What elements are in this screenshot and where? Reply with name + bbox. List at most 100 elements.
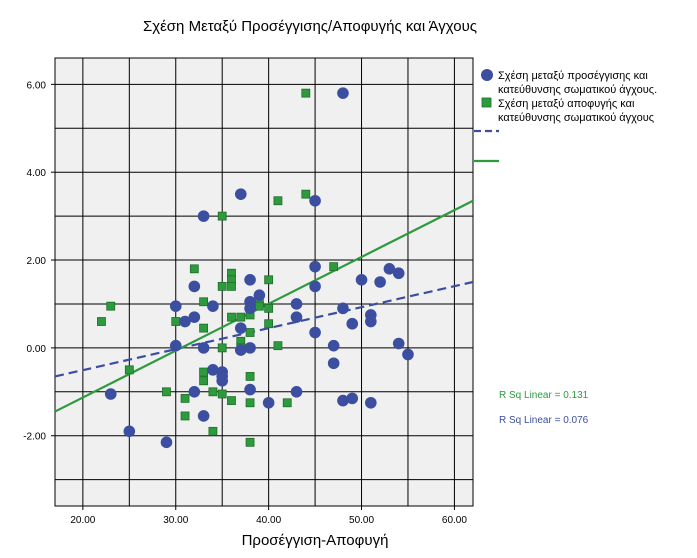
data-point-series-1 [309,194,321,207]
data-point-series-1 [392,337,405,350]
data-point-series-1 [327,357,340,370]
data-point-series-1 [104,388,117,400]
data-point-series-2 [245,372,255,381]
data-point-series-2 [217,211,227,221]
data-point-series-1 [365,315,377,328]
x-axis-label: Προσέγγιση-Αποφυγή [241,532,389,549]
data-point-series-1 [365,396,377,409]
data-point-series-2 [329,262,339,272]
data-point-series-2 [180,411,190,421]
data-point-series-1 [123,425,136,438]
data-point-series-1 [309,260,321,273]
data-point-series-2 [217,343,227,353]
x-tick-label: 40.00 [256,515,281,526]
data-point-series-1 [262,396,275,409]
data-point-series-1 [337,302,349,315]
y-tick-label: -2.00 [23,432,46,443]
data-point-series-1 [234,322,247,334]
data-point-series-2 [282,398,292,408]
data-point-series-2 [217,389,227,399]
data-point-series-2 [199,367,209,377]
plot-area [54,57,474,507]
data-point-series-2 [199,376,209,386]
data-point-series-1 [234,344,247,356]
data-point-series-2 [208,387,218,397]
data-point-series-2 [264,303,274,313]
data-point-series-1 [188,386,201,398]
x-tick-label: 50.00 [349,515,374,526]
data-point-series-1 [169,300,182,312]
data-point-series-1 [197,410,210,422]
data-point-series-1 [355,274,368,286]
data-point-series-1 [327,339,340,352]
data-point-series-1 [207,300,219,312]
data-point-series-1 [188,280,201,293]
legend: Σχέση μεταξύ προσέγγισης και κατεύθυνσης … [474,69,657,163]
data-point-series-2 [227,312,236,322]
y-tick-label: 2.00 [27,256,47,267]
legend-label: κατεύθυνσης σωματικού άγχους. [498,84,657,96]
data-point-series-2 [106,301,116,311]
data-point-series-2 [227,396,236,405]
data-point-series-1 [374,276,386,288]
data-point-series-1 [346,317,359,330]
data-point-series-1 [244,383,256,396]
data-point-series-1 [244,302,256,315]
data-point-series-2 [199,323,209,333]
data-point-series-1 [383,263,396,275]
x-tick-label: 30.00 [163,515,188,526]
data-point-series-2 [273,341,283,351]
y-tick-label: 4.00 [27,168,47,179]
legend-marker-circle [481,69,493,81]
data-point-series-2 [199,297,209,307]
data-point-series-2 [245,398,255,408]
data-point-series-2 [189,264,199,274]
axis-ticks: 20.00 30.00 40.00 50.00 60.00 6.00 4.00 2.00 0.0… [23,80,467,526]
data-point-series-2 [264,275,274,285]
data-points [97,87,414,449]
data-point-series-2 [97,317,106,326]
data-point-series-1 [309,326,321,339]
y-tick-label: 6.00 [27,80,47,91]
data-point-series-2 [217,281,227,291]
data-point-series-2 [245,437,255,447]
r-squared-labels: R Sq Linear = 0.131 R Sq Linear = 0.076 [499,390,589,426]
data-point-series-1 [337,87,349,99]
data-point-series-1 [253,289,266,301]
data-point-series-1 [188,311,201,323]
data-point-series-1 [392,267,405,280]
data-point-series-2 [236,312,246,322]
data-point-series-1 [197,342,210,354]
data-point-series-1 [346,392,359,405]
data-point-series-1 [290,298,303,310]
data-point-series-1 [290,386,303,398]
data-point-series-2 [254,301,264,311]
legend-marker-square [481,97,492,108]
legend-label: Σχέση μεταξύ αποφυγής και [498,98,635,110]
data-point-series-2 [301,88,311,98]
data-point-series-2 [162,387,171,397]
data-point-series-1 [234,188,247,200]
x-tick-label: 60.00 [442,515,467,526]
data-point-series-2 [208,426,218,436]
data-point-series-1 [160,436,173,449]
r-squared-label-approach: R Sq Linear = 0.076 [499,415,589,426]
data-point-series-1 [337,394,349,407]
data-point-series-1 [244,342,256,354]
data-point-series-1 [216,375,228,387]
data-point-series-2 [301,189,311,199]
data-point-series-2 [245,328,255,337]
data-point-series-1 [197,210,210,222]
data-point-series-1 [179,315,191,328]
data-point-series-2 [124,365,134,375]
r-squared-label-avoidance: R Sq Linear = 0.131 [499,390,589,401]
x-tick-label: 20.00 [70,515,95,526]
data-point-series-1 [309,280,321,293]
data-point-series-2 [180,393,190,403]
data-point-series-1 [290,311,303,323]
legend-label: κατεύθυνσης σωματικού άγχους [498,112,654,124]
data-point-series-1 [402,348,414,361]
data-point-series-1 [207,364,219,376]
data-point-series-2 [171,317,181,326]
